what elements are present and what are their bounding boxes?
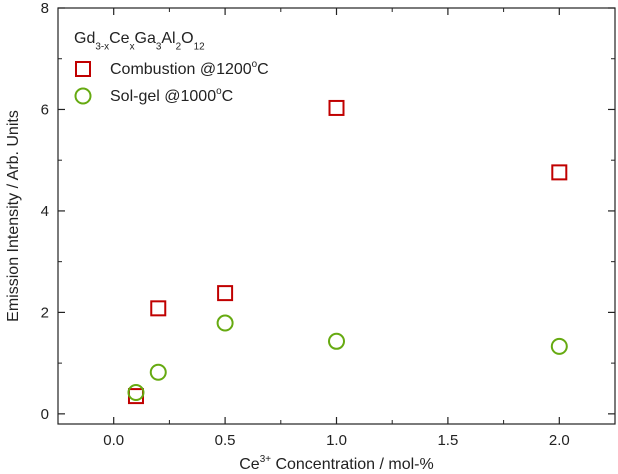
legend-marker-square — [75, 61, 91, 77]
legend-marker-circle — [74, 87, 92, 105]
x-tick-label: 1.0 — [326, 432, 347, 449]
legend-title-part: Al — [161, 30, 175, 47]
legend-title-part: Ce — [109, 30, 130, 47]
data-point-sol-gel — [328, 332, 345, 350]
data-point-sol-gel — [127, 384, 145, 402]
y-tick-label: 2 — [41, 304, 49, 321]
data-point-sol-gel — [550, 337, 568, 355]
legend-entry: Combustion @1200oC — [110, 59, 269, 78]
x-axis-label-part: Concentration / mol-% — [271, 456, 434, 473]
data-point-combustion — [217, 285, 234, 302]
legend-entry-part: C — [257, 61, 269, 78]
y-tick-label: 6 — [41, 101, 49, 118]
legend-title-part: Ga — [135, 30, 156, 47]
x-axis-label: Ce3+ Concentration / mol-% — [239, 454, 433, 473]
legend-title-part: 3 — [156, 42, 162, 53]
data-point-sol-gel — [216, 314, 234, 332]
legend-entry-part: o — [216, 86, 222, 97]
data-point-combustion — [150, 300, 167, 317]
x-tick-label: 2.0 — [549, 432, 570, 449]
x-tick-label: 1.5 — [437, 432, 458, 449]
y-tick-label: 8 — [41, 0, 49, 17]
legend-entry-part: C — [222, 88, 234, 105]
y-axis-label: Emission Intensity / Arb. Units — [5, 110, 22, 322]
legend-title-part: 12 — [194, 42, 206, 53]
y-tick-label: 4 — [41, 203, 49, 220]
data-point-combustion — [328, 99, 345, 116]
x-axis-label-part: Ce — [239, 456, 260, 473]
x-axis-label-part: 3+ — [260, 454, 272, 465]
y-tick-label: 0 — [41, 406, 49, 423]
legend-title-part: x — [130, 42, 135, 53]
x-tick-label: 0.5 — [215, 432, 236, 449]
legend-entry-part: Sol-gel @1000 — [110, 88, 216, 105]
legend-entry: Sol-gel @1000oC — [110, 86, 233, 105]
legend-entry-part: Combustion @1200 — [110, 61, 252, 78]
legend-title-part: O — [181, 30, 193, 47]
legend-title-part: Gd — [74, 30, 95, 47]
legend-title-part: 3-x — [95, 42, 109, 53]
legend-title: Gd3-xCexGa3Al2O12 — [74, 30, 205, 53]
data-point-combustion — [551, 164, 568, 181]
legend-title-part: 2 — [176, 42, 182, 53]
x-tick-label: 0.0 — [103, 432, 124, 449]
data-point-sol-gel — [149, 363, 167, 381]
legend-entry-part: o — [252, 59, 258, 70]
